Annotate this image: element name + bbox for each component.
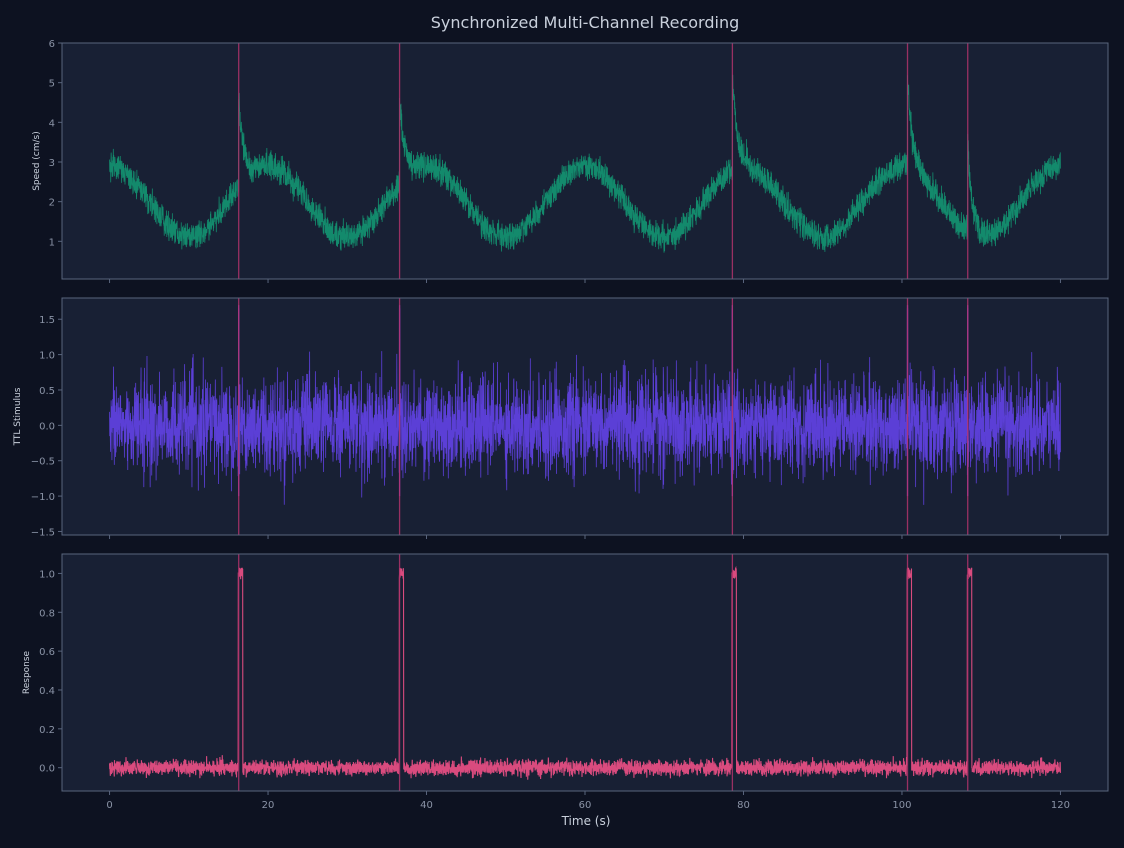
series-line [109, 74, 1061, 253]
x-tick-label: 40 [420, 800, 433, 811]
series-line [109, 565, 1061, 780]
y-tick-label: 0.0 [39, 764, 55, 775]
y-tick-label: −1.5 [31, 527, 55, 538]
panel-background [62, 554, 1108, 791]
x-tick-label: 100 [892, 800, 911, 811]
y-tick-label: 0.5 [39, 386, 55, 397]
y-tick-label: 3 [49, 158, 55, 169]
y-tick-label: 0.2 [39, 725, 55, 736]
y-tick-label: 1.5 [39, 315, 55, 326]
y-tick-label: −1.0 [31, 492, 55, 503]
y-tick-label: 0.8 [39, 608, 55, 619]
chart-title: Synchronized Multi-Channel Recording [431, 13, 739, 32]
y-tick-label: 1.0 [39, 351, 55, 362]
x-tick-label: 60 [579, 800, 592, 811]
y-tick-label: 4 [49, 118, 55, 129]
y-tick-label: 1.0 [39, 569, 55, 580]
y-axis-label: Response [22, 650, 32, 694]
panel-2: −1.5 −1.0 −0.5 0.0 0.5 1.0 1.5 TTL Stimulus [13, 297, 1109, 539]
y-tick-label: 0.4 [39, 686, 55, 697]
y-tick-label: 2 [49, 198, 55, 209]
y-tick-label: −0.5 [31, 457, 55, 468]
x-tick-label: 20 [262, 800, 275, 811]
series-line [109, 308, 1061, 505]
y-tick-label: 0.0 [39, 421, 55, 432]
panel-1: 1 2 3 4 5 6 Speed (cm/s) [32, 39, 1109, 283]
x-axis-label: Time (s) [561, 814, 611, 828]
x-tick-label: 0 [106, 800, 112, 811]
y-axis-label: Speed (cm/s) [32, 131, 42, 191]
y-tick-label: 0.6 [39, 647, 55, 658]
y-axis-label: TTL Stimulus [13, 387, 23, 446]
y-tick-label: 5 [49, 79, 55, 90]
y-tick-label: 6 [49, 39, 55, 50]
panel-3: 0.0 0.2 0.4 0.6 0.8 1.0 0 20 40 60 80 100 120 Respons… [22, 553, 1109, 828]
x-tick-label: 80 [737, 800, 750, 811]
x-tick-label: 120 [1051, 800, 1070, 811]
y-tick-label: 1 [49, 237, 55, 248]
